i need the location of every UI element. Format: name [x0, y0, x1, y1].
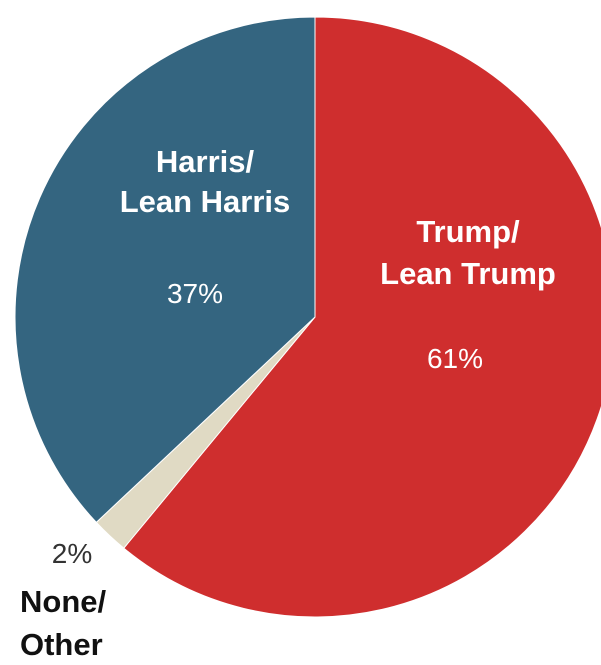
- pie-slices: [14, 16, 601, 618]
- pie-labels: Trump/Lean Trump 61% None/Other 2% Harris/Le…: [20, 144, 556, 662]
- slice-name-label-harris-lean-harris: Lean Harris: [120, 184, 291, 219]
- slice-name-label-trump-lean-trump: Lean Trump: [380, 256, 556, 291]
- slice-name-label-harris-lean-harris: Harris/: [156, 144, 255, 179]
- slice-value-label-trump-lean-trump: 61%: [427, 343, 483, 374]
- slice-name-label-trump-lean-trump: Trump/: [416, 214, 520, 249]
- slice-value-label-harris-lean-harris: 37%: [167, 278, 223, 309]
- slice-name-label-none-other: None/: [20, 584, 107, 619]
- slice-name-label-none-other: Other: [20, 627, 103, 662]
- pie-slice-trump-lean-trump: [123, 16, 601, 618]
- slice-value-label-none-other: 2%: [52, 538, 92, 569]
- pie-slice-harris-lean-harris: [14, 16, 316, 524]
